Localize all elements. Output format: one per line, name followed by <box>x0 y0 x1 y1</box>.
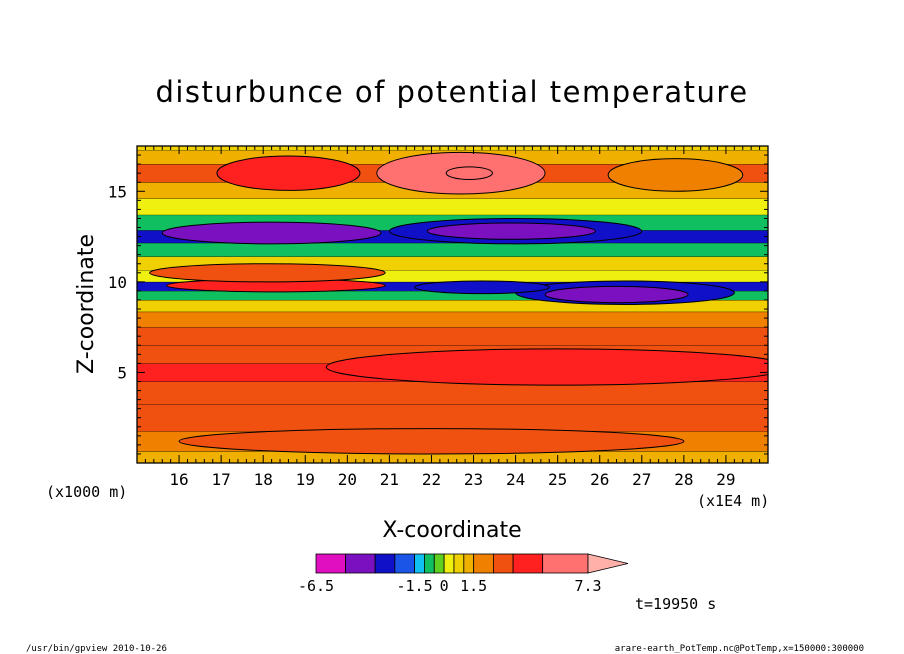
y-tick-label: 5 <box>117 363 127 382</box>
x-tick-label: 24 <box>506 470 525 489</box>
contour-blob <box>607 158 744 192</box>
band <box>137 404 768 432</box>
contour-blob <box>325 348 768 386</box>
contour-blob <box>445 166 493 181</box>
x-tick-label: 20 <box>338 470 357 489</box>
colorbar: -6.5 -1.5 0 1.5 7.3 <box>298 553 629 595</box>
colorbar-cell <box>453 553 465 574</box>
x-tick-label: 19 <box>296 470 315 489</box>
contour-blob <box>149 263 386 283</box>
contour-blob <box>426 222 597 240</box>
band <box>137 270 768 282</box>
field-layer <box>137 146 768 463</box>
colorbar-tick-label: -1.5 <box>396 577 432 595</box>
footer-right: arare-earth_PotTemp.nc@PotTemp,x=150000:… <box>615 644 864 654</box>
band <box>137 242 768 257</box>
contour-blob <box>216 155 361 191</box>
y-axis: 5 10 15 <box>108 145 768 464</box>
x-tick-label: 28 <box>674 470 693 489</box>
band <box>137 451 768 463</box>
colorbar-cell <box>433 553 445 574</box>
x-axis: 16 17 18 19 20 21 22 23 24 25 26 27 28 29 <box>136 146 769 489</box>
y-tick-label: 15 <box>108 182 127 201</box>
colorbar-cell <box>443 553 455 574</box>
x-tick-label: 25 <box>548 470 567 489</box>
x-tick-label: 21 <box>380 470 399 489</box>
colorbar-cell <box>345 553 376 574</box>
x-tick-label: 27 <box>632 470 651 489</box>
colorbar-tick-label: 7.3 <box>574 577 601 595</box>
x-tick-label: 23 <box>464 470 483 489</box>
x-tick-label: 29 <box>716 470 735 489</box>
band <box>137 311 768 328</box>
colorbar-cell <box>542 553 589 574</box>
band <box>137 146 768 151</box>
y-axis-unit: (x1000 m) <box>46 483 127 501</box>
band <box>137 327 768 346</box>
y-axis-label: Z-coordinate <box>74 234 99 374</box>
contour-blob <box>414 280 550 295</box>
colorbar-cell <box>424 553 435 574</box>
colorbar-cell <box>512 553 544 574</box>
colorbar-arrow <box>587 553 629 574</box>
colorbar-cell <box>492 553 514 574</box>
colorbar-cell <box>374 553 396 574</box>
colorbar-cell <box>473 553 494 574</box>
band <box>137 198 768 215</box>
colorbar-tick-label: 0 <box>440 577 449 595</box>
colorbar-cell <box>414 553 425 574</box>
chart-title: disturbunce of potential temperature <box>155 75 748 109</box>
band <box>137 381 768 405</box>
colorbar-tick-label: -6.5 <box>298 577 334 595</box>
plot-frame <box>136 145 769 464</box>
plot-area <box>136 145 769 464</box>
contour-blob <box>544 285 689 304</box>
x-axis-label: X-coordinate <box>382 518 521 543</box>
contour-blob <box>161 221 382 245</box>
colorbar-cell <box>463 553 475 574</box>
band <box>137 290 768 300</box>
time-label: t=19950 s <box>635 595 716 613</box>
x-tick-label: 22 <box>422 470 441 489</box>
contour-blob <box>178 428 685 455</box>
x-axis-unit: (x1E4 m) <box>697 492 769 510</box>
x-tick-label: 16 <box>169 470 188 489</box>
x-tick-label: 17 <box>212 470 231 489</box>
colorbar-tick-label: 1.5 <box>460 577 487 595</box>
y-tick-label: 10 <box>108 273 127 292</box>
footer-left: /usr/bin/gpview 2010-10-26 <box>26 644 167 654</box>
colorbar-cell <box>394 553 415 574</box>
x-tick-label: 18 <box>254 470 273 489</box>
band <box>137 299 768 312</box>
colorbar-cell <box>315 553 346 574</box>
x-tick-label: 26 <box>590 470 609 489</box>
